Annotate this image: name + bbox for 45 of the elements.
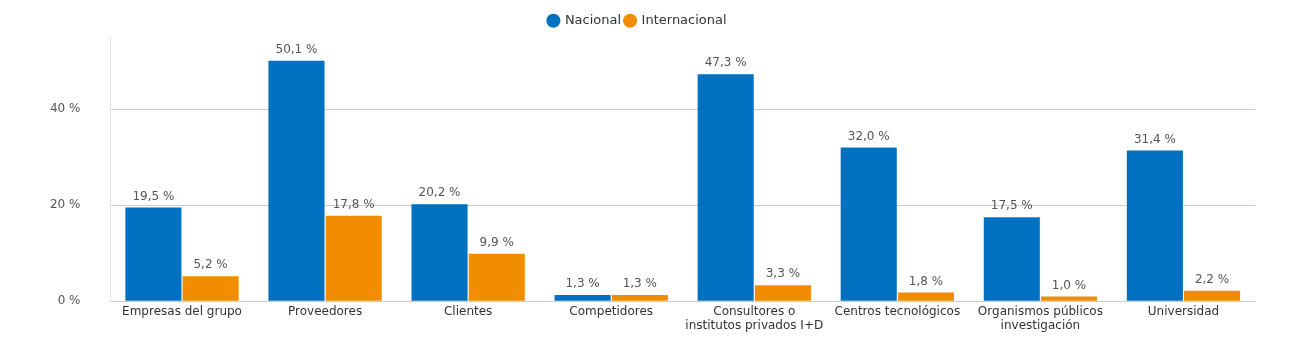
- bar: [1040, 296, 1098, 301]
- bar: [611, 294, 668, 301]
- data-label: 17,8 %: [332, 196, 375, 211]
- x-tick-label: Competidores: [569, 303, 654, 318]
- data-label: 1,8 %: [908, 273, 944, 288]
- x-tick-label: Clientes: [443, 303, 493, 318]
- bar: [554, 294, 611, 301]
- bar: [697, 74, 754, 301]
- data-label: 19,5 %: [132, 188, 175, 203]
- legend-label: Internacional: [641, 12, 727, 28]
- y-tick-label: 0 %: [57, 293, 81, 308]
- data-label: 1,3 %: [622, 276, 657, 291]
- bar: [268, 60, 325, 301]
- bar: [1184, 290, 1241, 301]
- data-label: 9,9 %: [479, 234, 514, 249]
- data-label: 5,2 %: [193, 257, 228, 272]
- data-label: 1,3 %: [565, 276, 600, 291]
- x-tick-label: Empresas del grupo: [122, 303, 242, 318]
- x-tick-label: Centros tecnológicos: [834, 303, 961, 318]
- bar: [754, 285, 811, 301]
- bar: [897, 292, 954, 301]
- data-label: 50,1 %: [275, 41, 318, 56]
- y-tick-label: 40 %: [49, 101, 81, 116]
- y-tick-label: 20 %: [49, 197, 81, 212]
- data-label: 47,3 %: [704, 55, 747, 70]
- bar: [325, 215, 382, 301]
- data-label: 20,2 %: [418, 185, 461, 200]
- bar: [840, 147, 897, 301]
- data-label: 2,2 %: [1194, 271, 1230, 286]
- x-tick-label: Proveedores: [288, 303, 363, 318]
- bar: [411, 204, 468, 301]
- x-tick-label: Consultores o institutos privados I+D: [685, 303, 824, 332]
- bar: [468, 253, 525, 301]
- bar: [1126, 150, 1183, 301]
- bar: [182, 276, 239, 301]
- data-label: 1,0 %: [1051, 277, 1087, 292]
- bar: [125, 207, 182, 301]
- data-label: 3,3 %: [765, 266, 801, 281]
- data-label: 17,5 %: [990, 198, 1033, 213]
- data-label: 32,0 %: [847, 128, 890, 143]
- x-tick-label: Universidad: [1147, 303, 1220, 318]
- legend-label: Nacional: [564, 12, 622, 28]
- data-label: 31,4 %: [1133, 131, 1176, 146]
- bar: [983, 217, 1040, 301]
- x-tick-label: Organismos públicos investigación: [977, 303, 1103, 332]
